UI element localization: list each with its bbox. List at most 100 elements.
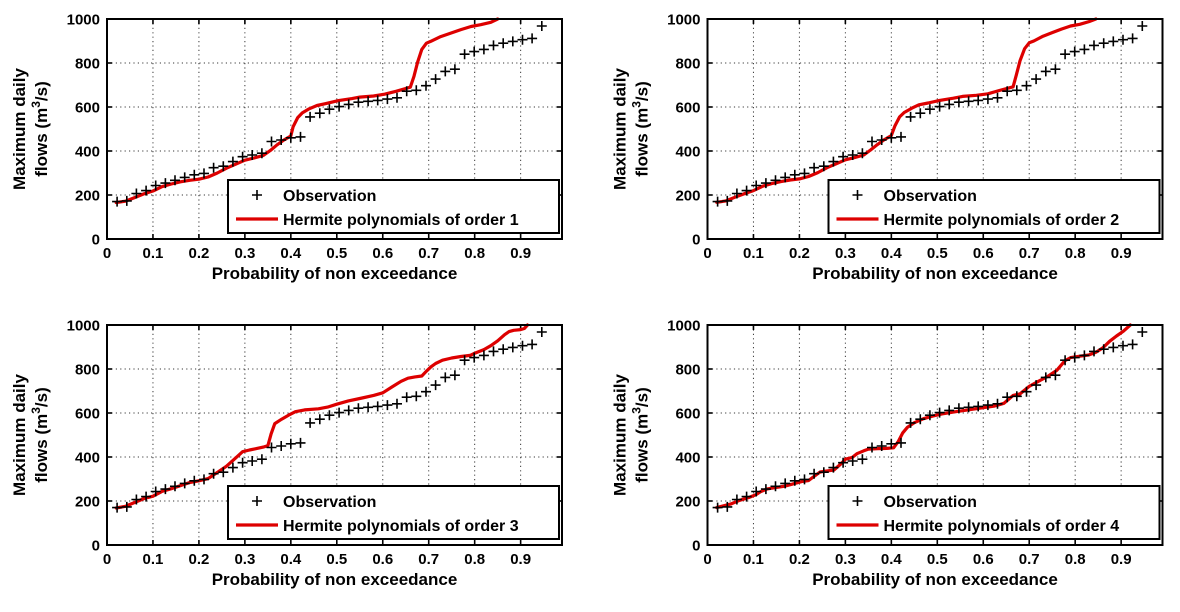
y-tick-labels: 0 200 400 600 800 1000 [67,318,100,555]
svg-text:0: 0 [103,245,111,262]
y-axis-label-line1: Maximum daily [10,68,29,190]
svg-text:600: 600 [675,406,700,423]
observation-markers [712,327,1148,513]
observation-markers [112,21,547,207]
legend-hermite-label: Hermite polynomials of order 2 [884,212,1120,229]
svg-text:400: 400 [75,450,100,467]
svg-text:0.5: 0.5 [326,551,347,568]
plot-border [706,324,1164,546]
svg-text:0.8: 0.8 [1065,245,1086,262]
y-axis-label-line2: flows (m3/s) [29,81,51,176]
observation-markers [112,327,547,513]
legend: Observation Hermite polynomials of order … [827,485,1161,540]
panel-hermite-order-1: 0 0.1 0.2 0.3 0.4 0.5 0.6 0.7 0.8 0.9 0 200 400 600 80… [0,0,590,306]
svg-text:0.3: 0.3 [835,551,856,568]
panel-hermite-order-2: 0 0.1 0.2 0.3 0.4 0.5 0.6 0.7 0.8 0.9 0 200 400 600 80… [590,0,1180,306]
svg-text:0.6: 0.6 [372,551,393,568]
svg-text:800: 800 [75,56,100,73]
y-axis-label-line1: Maximum daily [611,374,630,496]
y-axis-label-line1: Maximum daily [10,374,29,496]
observation-markers [712,21,1148,207]
svg-text:400: 400 [75,144,100,161]
x-tick-labels: 0 0.1 0.2 0.3 0.4 0.5 0.6 0.7 0.8 0.9 [703,245,1131,262]
panel-hermite-order-4: 0 0.1 0.2 0.3 0.4 0.5 0.6 0.7 0.8 0.9 0 200 400 600 80… [590,306,1180,612]
svg-text:600: 600 [75,100,100,117]
svg-text:400: 400 [675,144,700,161]
svg-text:0: 0 [703,551,711,568]
svg-text:0.7: 0.7 [418,245,439,262]
svg-text:0.1: 0.1 [143,245,164,262]
svg-text:0.8: 0.8 [464,551,485,568]
svg-text:0.1: 0.1 [743,245,764,262]
svg-text:0.2: 0.2 [188,551,209,568]
svg-text:0.6: 0.6 [973,551,994,568]
legend-box [827,179,1161,234]
x-axis-label: Probability of non exceedance [212,570,458,589]
svg-text:0.8: 0.8 [464,245,485,262]
svg-text:0: 0 [92,538,100,555]
svg-text:1000: 1000 [667,12,700,29]
svg-text:200: 200 [675,494,700,511]
plot-border [706,18,1164,240]
y-axis-label-line1: Maximum daily [611,68,630,190]
svg-text:0.4: 0.4 [881,551,903,568]
svg-text:0.8: 0.8 [1065,551,1086,568]
svg-text:0.4: 0.4 [280,551,302,568]
legend-observation-marker [252,496,262,506]
svg-text:0.5: 0.5 [326,245,347,262]
x-axis-label: Probability of non exceedance [812,264,1058,283]
svg-text:0.3: 0.3 [234,245,255,262]
svg-text:200: 200 [75,188,100,205]
svg-text:0: 0 [703,245,711,262]
svg-text:1000: 1000 [667,318,700,335]
hermite-curve [715,323,1132,510]
svg-text:0.7: 0.7 [1019,551,1040,568]
svg-text:0.9: 0.9 [510,551,531,568]
legend: Observation Hermite polynomials of order … [227,485,560,540]
svg-text:0.1: 0.1 [143,551,164,568]
y-tick-labels: 0 200 400 600 800 1000 [667,318,700,555]
svg-text:1000: 1000 [67,12,100,29]
x-tick-labels: 0 0.1 0.2 0.3 0.4 0.5 0.6 0.7 0.8 0.9 [703,551,1131,568]
y-axis-label-line2: flows (m3/s) [630,387,652,482]
x-tick-labels: 0 0.1 0.2 0.3 0.4 0.5 0.6 0.7 0.8 0.9 [103,245,531,262]
x-tick-labels: 0 0.1 0.2 0.3 0.4 0.5 0.6 0.7 0.8 0.9 [103,551,531,568]
legend-observation-marker [252,190,262,200]
y-tick-labels: 0 200 400 600 800 1000 [667,12,700,249]
svg-text:0: 0 [692,232,700,249]
chart-hermite-order-3: 0 0.1 0.2 0.3 0.4 0.5 0.6 0.7 0.8 0.9 0 200 400 600 80… [10,318,563,589]
legend-observation-marker [852,190,863,200]
hermite-curve [114,323,530,510]
svg-text:400: 400 [675,450,700,467]
svg-text:0.6: 0.6 [973,245,994,262]
hermite-curve [114,17,500,205]
svg-text:0.3: 0.3 [835,245,856,262]
legend-observation-label: Observation [283,188,376,205]
svg-text:600: 600 [675,100,700,117]
svg-text:0.2: 0.2 [188,245,209,262]
svg-text:0.3: 0.3 [234,551,255,568]
chart-hermite-order-2: 0 0.1 0.2 0.3 0.4 0.5 0.6 0.7 0.8 0.9 0 200 400 600 80… [611,12,1164,283]
legend: Observation Hermite polynomials of order … [827,179,1161,234]
legend-hermite-label: Hermite polynomials of order 1 [283,212,519,229]
legend-hermite-label: Hermite polynomials of order 4 [884,518,1120,535]
svg-text:0.4: 0.4 [881,245,903,262]
svg-text:0.5: 0.5 [927,245,948,262]
chart-hermite-order-1: 0 0.1 0.2 0.3 0.4 0.5 0.6 0.7 0.8 0.9 0 200 400 600 80… [10,12,563,283]
y-axis-label-line2: flows (m3/s) [630,81,652,176]
legend-hermite-label: Hermite polynomials of order 3 [283,518,519,535]
legend: Observation Hermite polynomials of order … [227,179,560,234]
svg-text:800: 800 [75,362,100,379]
svg-text:0: 0 [103,551,111,568]
svg-text:0.5: 0.5 [927,551,948,568]
svg-text:200: 200 [675,188,700,205]
legend-box [227,179,560,234]
svg-text:600: 600 [75,406,100,423]
svg-text:0.7: 0.7 [1019,245,1040,262]
svg-text:800: 800 [675,56,700,73]
svg-text:0.6: 0.6 [372,245,393,262]
svg-text:0.7: 0.7 [418,551,439,568]
legend-box [827,485,1161,540]
svg-text:0.4: 0.4 [280,245,302,262]
